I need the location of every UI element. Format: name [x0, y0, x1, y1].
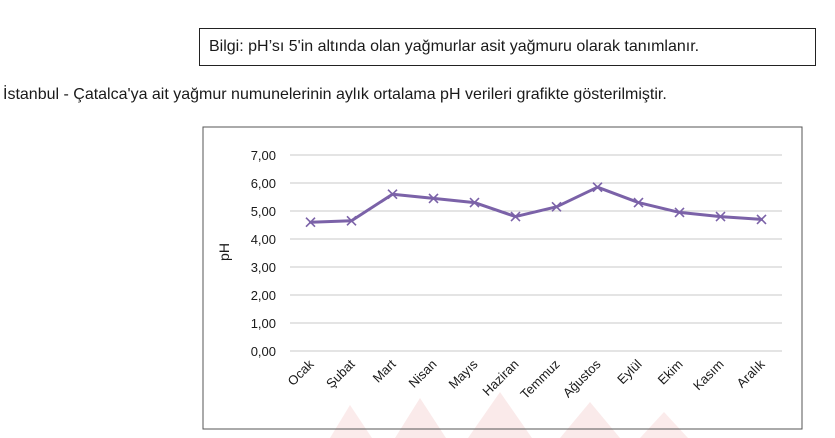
data-point — [674, 207, 685, 218]
x-tick-labels: Ocak Şubat Mart Nisan MayısHaziranTemmuzAğus… — [285, 356, 768, 402]
y-tick-label: 1,00 — [251, 316, 276, 331]
x-tick-label: Ağustos — [560, 356, 604, 400]
x-tick-label: Mart — [370, 356, 399, 385]
marker-stroke — [387, 189, 398, 200]
data-point — [551, 201, 562, 212]
x-tick-label: Ekim — [655, 357, 686, 388]
marker-stroke — [305, 217, 316, 228]
y-tick-labels: 0,00 1,00 2,00 3,00 4,00 5,00 6,00 7,00 — [251, 148, 276, 359]
x-tick-label: Haziran — [479, 357, 521, 399]
x-tick-label: Ocak — [285, 356, 317, 388]
data-point — [510, 211, 521, 222]
y-tick-label: 4,00 — [251, 232, 276, 247]
x-tick-label: Temmuz — [517, 357, 562, 402]
marker-stroke — [428, 193, 439, 204]
data-point — [346, 215, 357, 226]
marker-stroke — [469, 197, 480, 208]
chart-border — [202, 126, 803, 430]
x-tick-label: Kasım — [690, 357, 727, 394]
marker-stroke — [510, 211, 521, 222]
info-box: Bilgi: pH’sı 5'in altında olan yağmurlar… — [199, 28, 816, 66]
x-tick-label: Eylül — [614, 356, 645, 387]
data-point — [592, 182, 603, 193]
series-layer — [305, 182, 767, 228]
grid-lines — [290, 154, 782, 352]
x-tick-label: Şubat — [323, 356, 358, 391]
data-point — [428, 193, 439, 204]
marker-stroke — [715, 211, 726, 222]
y-tick-label: 5,00 — [251, 204, 276, 219]
info-text: Bilgi: pH’sı 5'in altında olan yağmurlar… — [209, 38, 700, 55]
series-line — [309, 185, 763, 224]
marker-stroke — [674, 207, 685, 218]
marker-stroke — [551, 201, 562, 212]
data-point — [715, 211, 726, 222]
y-tick-label: 6,00 — [251, 176, 276, 191]
y-axis-label: pH — [216, 243, 232, 261]
data-point — [387, 189, 398, 200]
data-point — [756, 214, 767, 225]
intro-text: İstanbul - Çatalca'ya ait yağmur numunel… — [3, 86, 667, 103]
y-tick-label: 0,00 — [251, 344, 276, 359]
y-tick-label: 3,00 — [251, 260, 276, 275]
data-point — [469, 197, 480, 208]
y-tick-label: 2,00 — [251, 288, 276, 303]
marker-stroke — [346, 215, 357, 226]
x-tick-label: Nisan — [406, 357, 440, 391]
x-tick-label: Mayıs — [445, 356, 480, 391]
marker-stroke — [633, 197, 644, 208]
data-point — [305, 217, 316, 228]
x-tick-label: Aralık — [734, 356, 768, 390]
y-tick-label: 7,00 — [251, 148, 276, 163]
marker-stroke — [592, 182, 603, 193]
data-point — [633, 197, 644, 208]
marker-stroke — [756, 214, 767, 225]
